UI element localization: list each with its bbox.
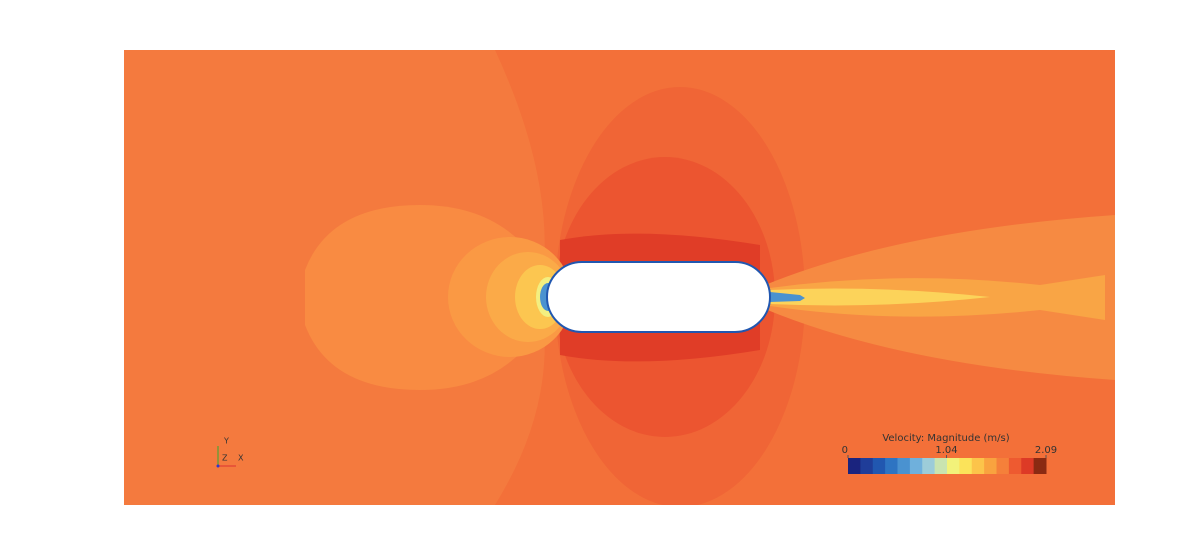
colorbar-segment xyxy=(996,458,1010,474)
colorbar: 0 1.04 2.09 xyxy=(842,445,1057,474)
colorbar-segment xyxy=(934,458,948,474)
colorbar-segment xyxy=(848,458,861,474)
axis-x-label: X xyxy=(238,454,244,463)
colorbar-tick-label: 1.04 xyxy=(935,445,957,456)
axis-z-label: Z xyxy=(222,454,228,463)
colorbar-segment xyxy=(1021,458,1035,474)
colorbar-tick-label: 2.09 xyxy=(1035,445,1057,456)
colorbar-title: Velocity: Magnitude (m/s) xyxy=(882,433,1009,444)
colorbar-segment xyxy=(860,458,874,474)
colorbar-segment xyxy=(897,458,911,474)
colorbar-segment xyxy=(1008,458,1022,474)
colorbar-tick-label: 0 xyxy=(842,445,848,456)
colorbar-segment xyxy=(971,458,985,474)
colorbar-segment xyxy=(947,458,960,474)
colorbar-segment xyxy=(885,458,898,474)
axis-y-label: Y xyxy=(223,437,229,446)
axis-triad: Y Z X xyxy=(216,437,244,468)
colorbar-segment xyxy=(984,458,997,474)
contour-field xyxy=(124,50,1115,505)
colorbar-segment xyxy=(959,458,973,474)
colorbar-segment xyxy=(922,458,936,474)
colorbar-segment xyxy=(909,458,923,474)
colorbar-segment xyxy=(1033,458,1047,474)
colorbar-segment xyxy=(872,458,886,474)
